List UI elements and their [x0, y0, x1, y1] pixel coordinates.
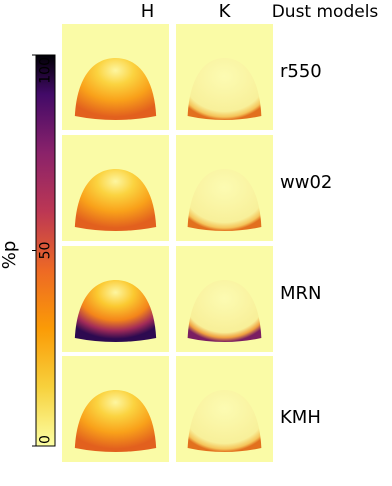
- dome-map: [74, 390, 157, 452]
- dome-map: [187, 58, 262, 120]
- dome-map: [187, 169, 262, 231]
- colorbar-tick-label: 0: [38, 435, 54, 444]
- row-label: MRN: [280, 283, 322, 304]
- column-title: K: [219, 1, 232, 22]
- colorbar-tick-label: 50: [38, 242, 54, 260]
- dome-map: [74, 169, 157, 231]
- row-label: KMH: [280, 407, 321, 428]
- row-label: ww02: [280, 172, 332, 193]
- legend-title: Dust models: [272, 2, 379, 22]
- dome-map: [187, 280, 262, 342]
- dome-map: [187, 390, 262, 452]
- row-label: r550: [280, 61, 322, 82]
- panel-grid: [62, 24, 273, 462]
- dome-map: [74, 280, 157, 342]
- colorbar-tick-label: 100: [38, 57, 54, 84]
- dome-map: [74, 58, 157, 120]
- column-title: H: [141, 1, 155, 22]
- colorbar-label: %p: [0, 241, 20, 270]
